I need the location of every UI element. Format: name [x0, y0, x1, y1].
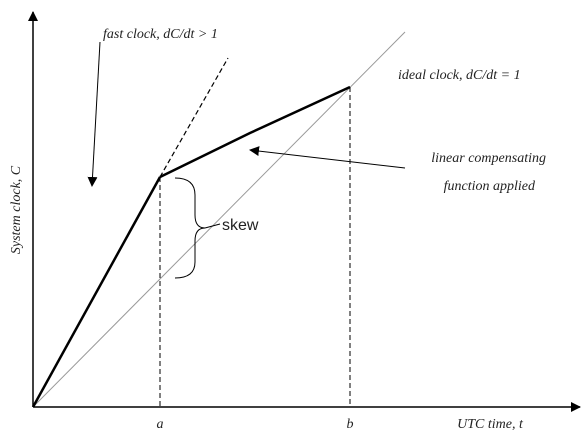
ideal-clock-line [32, 31, 406, 408]
fast-clock-arrow [87, 41, 101, 187]
skew-brace [174, 177, 206, 279]
y-axis-label: System clock, C [9, 165, 24, 254]
fast-clock-line [31, 176, 162, 408]
x-axis-label: UTC time, t [457, 417, 524, 432]
fast-clock-label: fast clock, dC/dt > 1 [103, 27, 218, 42]
compensating-arrow [249, 146, 406, 169]
compensating-label: linear compensating [431, 151, 546, 166]
compensating-line [159, 85, 351, 179]
a-label: a [157, 417, 164, 432]
ideal-clock-label: ideal clock, dC/dt = 1 [398, 68, 521, 83]
skew-label: skew [222, 217, 259, 234]
compensating-label: function applied [444, 179, 536, 194]
fast-clock-extension [159, 57, 229, 178]
skew-leader [204, 223, 221, 229]
b-label: b [347, 417, 354, 432]
